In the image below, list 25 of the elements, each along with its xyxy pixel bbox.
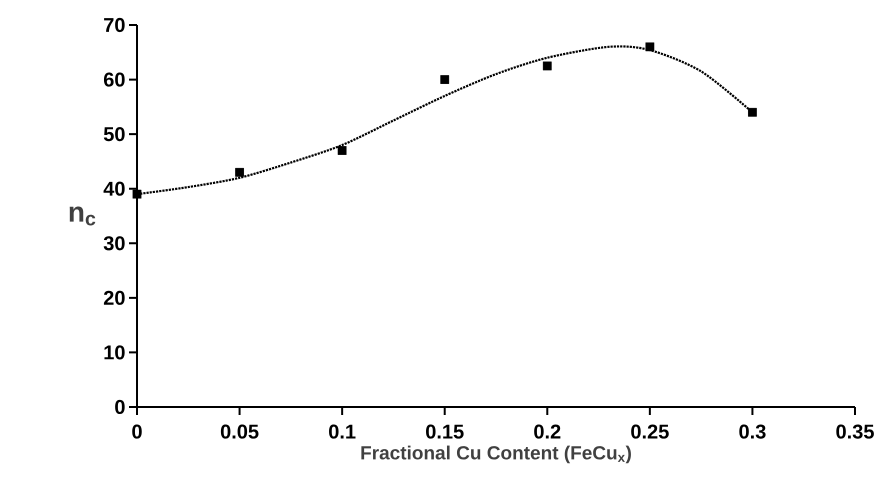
y-tick-label: 50 xyxy=(104,127,125,142)
y-tick-label: 40 xyxy=(104,182,125,196)
point xyxy=(542,62,552,70)
point xyxy=(338,146,347,155)
y-axis-title: n$_{c}$ xyxy=(70,206,96,226)
y-tick-label: 10 xyxy=(104,345,125,360)
x-tick-label: 0.3 xyxy=(739,424,766,439)
x-tick-label: 0.15 xyxy=(426,424,464,439)
y-tick-label: 60 xyxy=(104,72,125,87)
x-tick-label: 0.05 xyxy=(220,424,258,439)
x-tick-label: 0 xyxy=(132,424,142,439)
x-tick-label: 0.2 xyxy=(534,424,560,439)
x-tick-label: 0.1 xyxy=(329,424,356,439)
point xyxy=(440,75,450,84)
point xyxy=(748,108,757,117)
point xyxy=(132,190,142,199)
y-tick-label: 30 xyxy=(104,236,125,250)
x-tick-label: 0.35 xyxy=(836,424,874,439)
x-tick-label: 0.25 xyxy=(631,424,669,439)
y-tick-label: 20 xyxy=(104,290,125,305)
y-tick-label: 70 xyxy=(104,18,125,32)
point xyxy=(645,42,654,52)
y-tick-label: 0 xyxy=(115,400,125,414)
x-axis-title: Fractional Cu Content (FeCu$_{x}$) xyxy=(361,446,631,464)
point xyxy=(235,168,244,177)
